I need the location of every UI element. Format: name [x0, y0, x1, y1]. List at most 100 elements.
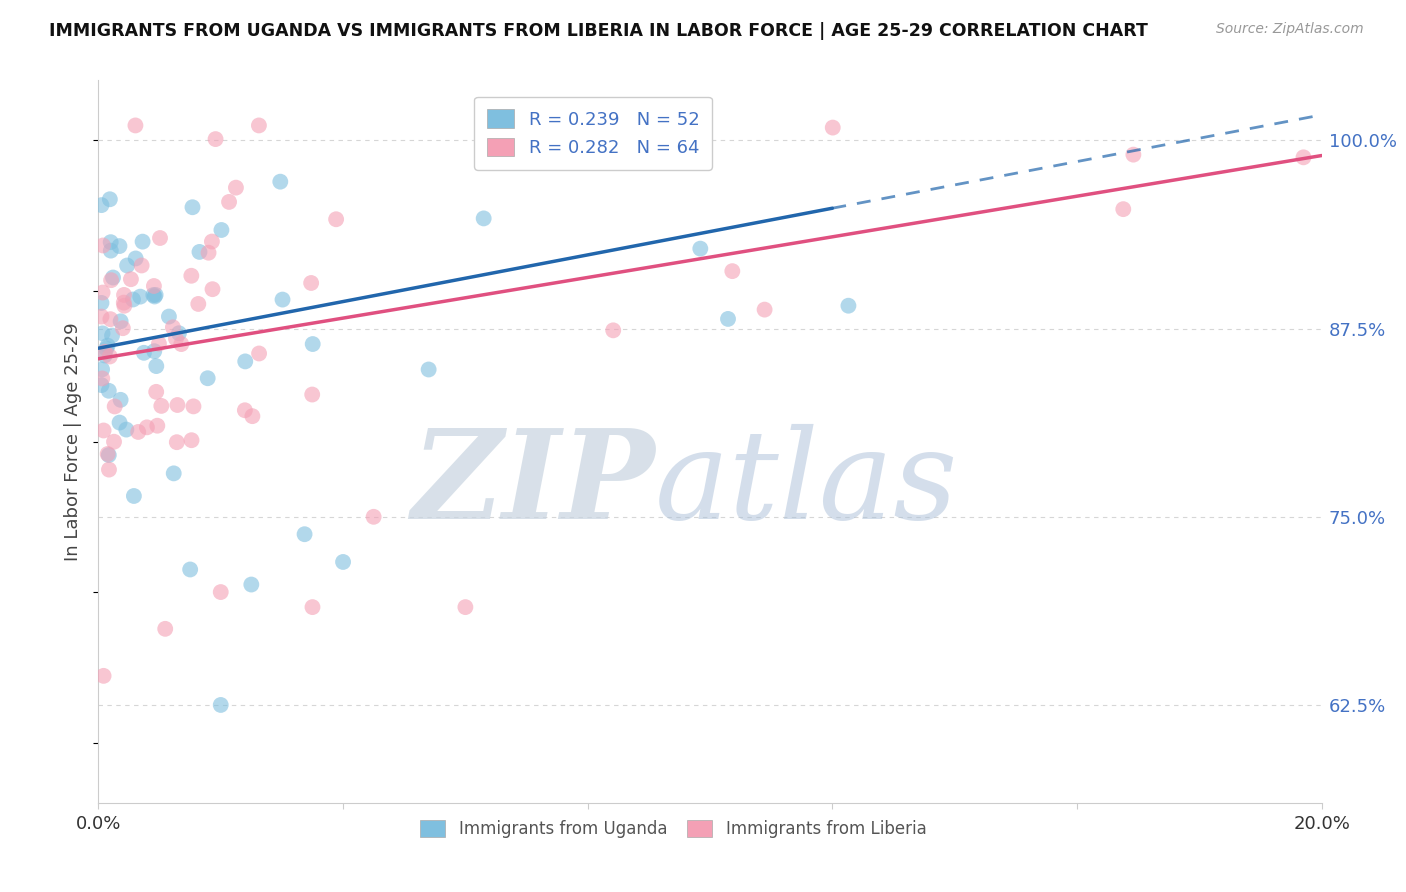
Point: [131, 259, 153, 273]
Point: [717, 312, 740, 326]
Point: [166, 398, 188, 412]
Point: [142, 288, 165, 302]
Point: [132, 346, 155, 360]
Point: [120, 272, 142, 286]
Point: [93, 424, 115, 438]
Point: [115, 259, 138, 273]
Point: [110, 314, 132, 328]
Point: [110, 392, 132, 407]
Point: [418, 362, 440, 376]
Point: [247, 119, 270, 133]
Point: [301, 600, 323, 615]
Point: [197, 371, 219, 385]
Point: [98, 350, 121, 364]
Point: [181, 200, 204, 214]
Point: [294, 527, 316, 541]
Point: [111, 321, 134, 335]
Point: [98, 462, 121, 476]
Point: [100, 312, 122, 326]
Point: [269, 175, 291, 189]
Point: [821, 120, 844, 135]
Point: [93, 349, 115, 363]
Text: Source: ZipAtlas.com: Source: ZipAtlas.com: [1216, 22, 1364, 37]
Point: [689, 242, 711, 256]
Point: [363, 509, 385, 524]
Point: [170, 337, 193, 351]
Point: [299, 276, 322, 290]
Point: [145, 288, 167, 302]
Point: [233, 354, 256, 368]
Point: [155, 622, 177, 636]
Point: [163, 467, 186, 481]
Point: [187, 297, 209, 311]
Point: [1292, 150, 1315, 164]
Point: [101, 328, 124, 343]
Point: [91, 371, 114, 385]
Point: [271, 293, 294, 307]
Point: [721, 264, 744, 278]
Point: [183, 400, 205, 414]
Point: [97, 384, 120, 398]
Point: [145, 359, 167, 373]
Point: [108, 416, 131, 430]
Point: [104, 400, 127, 414]
Point: [148, 336, 170, 351]
Point: [90, 310, 112, 324]
Point: [91, 362, 114, 376]
Point: [112, 288, 135, 302]
Point: [162, 320, 184, 334]
Point: [209, 223, 232, 237]
Point: [127, 425, 149, 439]
Point: [93, 344, 115, 359]
Text: atlas: atlas: [655, 424, 959, 546]
Point: [146, 418, 169, 433]
Point: [837, 299, 859, 313]
Point: [180, 434, 202, 448]
Point: [90, 378, 112, 392]
Point: [91, 285, 114, 300]
Point: [332, 555, 354, 569]
Point: [325, 212, 347, 227]
Point: [240, 577, 263, 591]
Point: [209, 585, 232, 599]
Point: [142, 279, 165, 293]
Point: [150, 399, 173, 413]
Point: [472, 211, 495, 226]
Point: [101, 270, 124, 285]
Point: [108, 239, 131, 253]
Point: [233, 403, 256, 417]
Point: [149, 231, 172, 245]
Point: [100, 273, 122, 287]
Point: [143, 289, 166, 303]
Point: [115, 423, 138, 437]
Point: [754, 302, 776, 317]
Point: [103, 434, 125, 449]
Point: [90, 296, 112, 310]
Point: [124, 252, 146, 266]
Point: [218, 194, 240, 209]
Point: [197, 245, 219, 260]
Point: [242, 409, 264, 424]
Point: [201, 282, 224, 296]
Point: [188, 244, 211, 259]
Point: [112, 295, 135, 310]
Point: [131, 235, 153, 249]
Text: ZIP: ZIP: [411, 424, 655, 546]
Point: [98, 192, 121, 206]
Point: [97, 448, 120, 462]
Point: [91, 326, 114, 341]
Point: [301, 337, 323, 351]
Point: [93, 669, 115, 683]
Text: IMMIGRANTS FROM UGANDA VS IMMIGRANTS FROM LIBERIA IN LABOR FORCE | AGE 25-29 COR: IMMIGRANTS FROM UGANDA VS IMMIGRANTS FRO…: [49, 22, 1149, 40]
Point: [124, 119, 146, 133]
Point: [166, 435, 188, 450]
Point: [247, 346, 270, 360]
Point: [209, 698, 232, 712]
Point: [97, 447, 120, 461]
Point: [100, 235, 122, 249]
Point: [143, 344, 166, 359]
Point: [1122, 147, 1144, 161]
Point: [157, 310, 180, 324]
Point: [657, 119, 679, 133]
Point: [97, 338, 120, 352]
